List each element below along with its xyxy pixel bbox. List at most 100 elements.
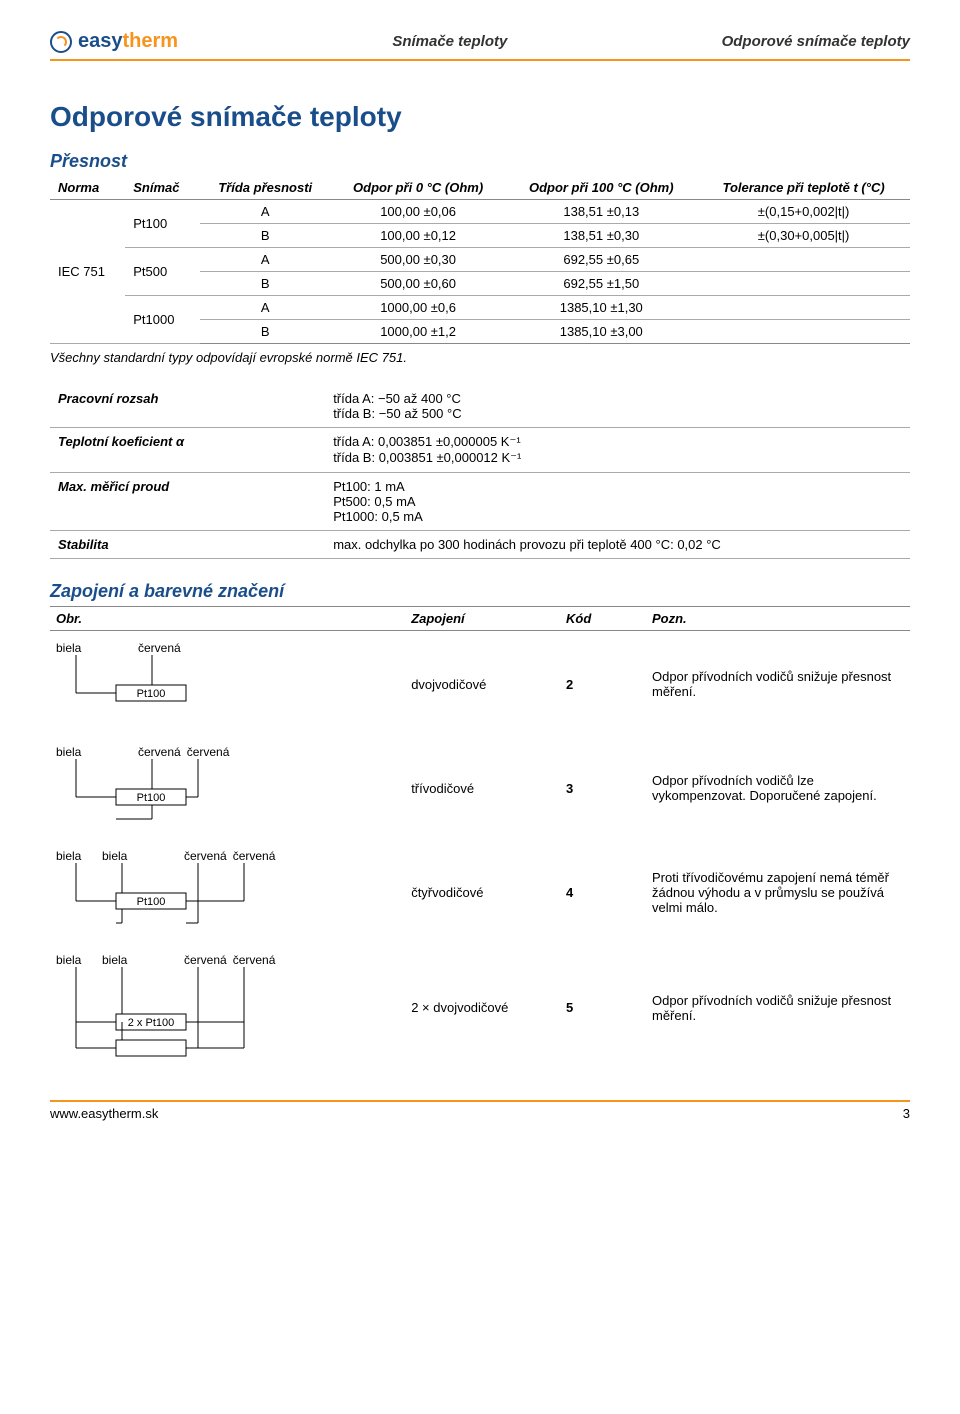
- wire-label: červená: [184, 953, 227, 967]
- cell-r100: 692,55 ±1,50: [505, 272, 697, 296]
- wiring-diagram: biela biela červená červená Pt100: [50, 849, 411, 935]
- svg-text:Pt100: Pt100: [137, 792, 166, 804]
- svg-text:Pt100: Pt100: [137, 688, 166, 700]
- col-pozn: Pozn.: [652, 611, 910, 626]
- header-center: Snímače teploty: [392, 33, 507, 50]
- wiring-note: Odpor přívodních vodičů snižuje přesnost…: [652, 641, 910, 727]
- cell-sensor: Pt1000: [125, 296, 199, 344]
- cell-r100: 1385,10 ±1,30: [505, 296, 697, 320]
- cell-r100: 138,51 ±0,13: [505, 200, 697, 224]
- wire-label: červená: [138, 641, 181, 655]
- prop-key: Teplotní koeficient α: [50, 428, 325, 473]
- wire-label: biela: [102, 849, 142, 863]
- accuracy-table: Norma Snímač Třída přesnosti Odpor při 0…: [50, 176, 910, 344]
- cell-tol: [697, 320, 910, 344]
- col-trida: Třída přesnosti: [200, 176, 331, 200]
- cell-klass: A: [200, 200, 331, 224]
- col-zap: Zapojení: [411, 611, 566, 626]
- logo-icon: [50, 31, 72, 53]
- svg-text:2 x Pt100: 2 x Pt100: [128, 1017, 174, 1029]
- wire-label: červená: [187, 745, 230, 759]
- cell-klass: B: [200, 224, 331, 248]
- accuracy-heading: Přesnost: [50, 151, 910, 172]
- cell-r100: 1385,10 ±3,00: [505, 320, 697, 344]
- prop-value: třída A: −50 až 400 °Ctřída B: −50 až 50…: [325, 385, 910, 428]
- footer-left: www.easytherm.sk: [50, 1106, 158, 1121]
- cell-klass: A: [200, 296, 331, 320]
- properties-table: Pracovní rozsahtřída A: −50 až 400 °Ctří…: [50, 385, 910, 559]
- wiring-row: biela červená Pt100 dvojvodičové2Odpor přív…: [50, 631, 910, 735]
- wiring-type: dvojvodičové: [411, 641, 566, 727]
- wire-label: [148, 849, 178, 863]
- wire-label: červená: [138, 745, 181, 759]
- wiring-code: 3: [566, 745, 652, 831]
- cell-r100: 692,55 ±0,65: [505, 248, 697, 272]
- wire-label: biela: [56, 641, 96, 655]
- wire-label: biela: [102, 953, 142, 967]
- page-header: easytherm Snímače teploty Odporové sníma…: [50, 30, 910, 61]
- prop-key: Stabilita: [50, 531, 325, 559]
- cell-tol: ±(0,30+0,005|t|): [697, 224, 910, 248]
- cell-tol: [697, 272, 910, 296]
- col-snimac: Snímač: [125, 176, 199, 200]
- wiring-diagram: biela biela červená červená 2 x Pt100: [50, 953, 411, 1062]
- wire-label: biela: [56, 745, 96, 759]
- cell-tol: [697, 248, 910, 272]
- wiring-type: třívodičové: [411, 745, 566, 831]
- col-fig: Obr.: [50, 611, 411, 626]
- wiring-code: 4: [566, 849, 652, 935]
- cell-r100: 138,51 ±0,30: [505, 224, 697, 248]
- wiring-note: Odpor přívodních vodičů lze vykompenzova…: [652, 745, 910, 831]
- prop-value: třída A: 0,003851 ±0,000005 K⁻¹třída B: …: [325, 428, 910, 473]
- prop-key: Pracovní rozsah: [50, 385, 325, 428]
- cell-klass: B: [200, 272, 331, 296]
- wiring-row: biela biela červená červená Pt100 čtyřvodičov…: [50, 839, 910, 943]
- wire-label: červená: [233, 953, 276, 967]
- cell-r0: 1000,00 ±1,2: [331, 320, 506, 344]
- cell-klass: A: [200, 248, 331, 272]
- wire-label: biela: [56, 849, 96, 863]
- wiring-type: 2 × dvojvodičové: [411, 953, 566, 1062]
- wiring-diagram: biela červená červená Pt100: [50, 745, 411, 831]
- cell-sensor: Pt100: [125, 200, 199, 248]
- wiring-code: 2: [566, 641, 652, 727]
- header-right: Odporové snímače teploty: [722, 33, 910, 50]
- logo: easytherm: [50, 30, 178, 53]
- cell-tol: [697, 296, 910, 320]
- wiring-code: 5: [566, 953, 652, 1062]
- cell-r0: 500,00 ±0,60: [331, 272, 506, 296]
- wire-label: [102, 641, 132, 655]
- cell-r0: 100,00 ±0,12: [331, 224, 506, 248]
- wiring-table-header: Obr. Zapojení Kód Pozn.: [50, 606, 910, 631]
- wire-label: červená: [184, 849, 227, 863]
- prop-value: Pt100: 1 mAPt500: 0,5 mAPt1000: 0,5 mA: [325, 473, 910, 531]
- logo-text-easy: easy: [78, 30, 123, 53]
- prop-key: Max. měřicí proud: [50, 473, 325, 531]
- wiring-note: Odpor přívodních vodičů snižuje přesnost…: [652, 953, 910, 1062]
- footer-right: 3: [903, 1106, 910, 1121]
- logo-text-therm: therm: [123, 30, 179, 53]
- prop-value: max. odchylka po 300 hodinách provozu př…: [325, 531, 910, 559]
- page-title: Odporové snímače teploty: [50, 101, 910, 133]
- cell-klass: B: [200, 320, 331, 344]
- wiring-type: čtyřvodičové: [411, 849, 566, 935]
- cell-r0: 500,00 ±0,30: [331, 248, 506, 272]
- wire-label: biela: [56, 953, 96, 967]
- cell-sensor: Pt500: [125, 248, 199, 296]
- wiring-diagram: biela červená Pt100: [50, 641, 411, 727]
- cell-r0: 100,00 ±0,06: [331, 200, 506, 224]
- cell-tol: ±(0,15+0,002|t|): [697, 200, 910, 224]
- col-kod: Kód: [566, 611, 652, 626]
- wiring-heading: Zapojení a barevné značení: [50, 581, 910, 602]
- wire-label: [148, 953, 178, 967]
- page-footer: www.easytherm.sk 3: [50, 1100, 910, 1121]
- col-r0: Odpor při 0 °C (Ohm): [331, 176, 506, 200]
- cell-norma: IEC 751: [50, 200, 125, 344]
- wiring-note: Proti třívodičovému zapojení nemá téměř …: [652, 849, 910, 935]
- accuracy-note: Všechny standardní typy odpovídají evrop…: [50, 350, 910, 365]
- col-norma: Norma: [50, 176, 125, 200]
- wire-label: červená: [233, 849, 276, 863]
- svg-text:Pt100: Pt100: [137, 896, 166, 908]
- wiring-row: biela biela červená červená 2 x Pt100 2 × dvo…: [50, 943, 910, 1070]
- col-tol: Tolerance při teplotě t (°C): [697, 176, 910, 200]
